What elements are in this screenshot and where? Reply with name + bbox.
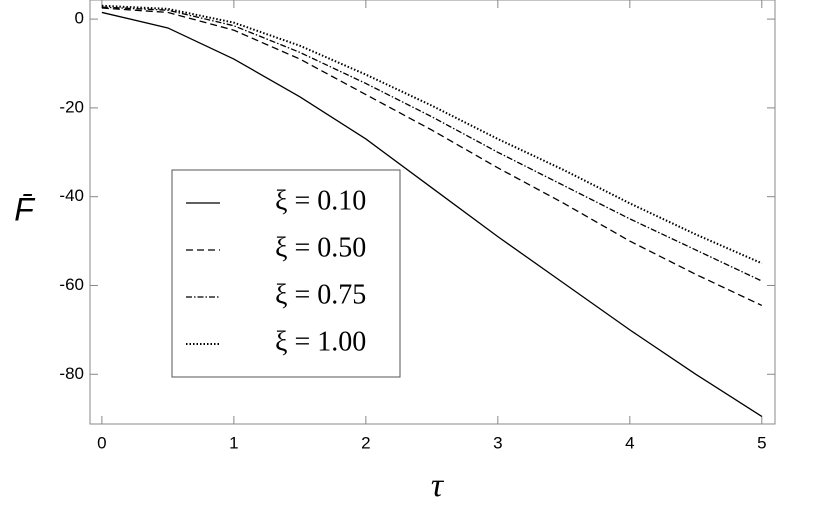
- x-axis-label: τ: [431, 467, 445, 504]
- legend-label: ξ = 1.00: [275, 326, 366, 357]
- x-tick-label: 5: [757, 433, 766, 452]
- legend-box: [171, 169, 401, 378]
- x-tick-label: 4: [625, 433, 634, 452]
- x-tick-label: 0: [97, 433, 106, 452]
- y-tick-label: -40: [59, 186, 84, 205]
- series-line: [101, 7, 763, 307]
- legend-label: ξ = 0.75: [275, 279, 366, 310]
- series-line: [101, 6, 763, 282]
- plot-frame: [89, 0, 776, 425]
- x-tick-label: 2: [361, 433, 370, 452]
- y-tick-label: -60: [59, 275, 84, 294]
- y-tick-label: -80: [59, 364, 84, 383]
- y-tick-label: 0: [75, 9, 84, 28]
- legend-label: ξ = 0.50: [275, 232, 366, 263]
- series-line: [101, 11, 763, 417]
- x-tick-label: 3: [493, 433, 502, 452]
- x-tick-label: 1: [229, 433, 238, 452]
- y-tick-label: -20: [59, 97, 84, 116]
- y-axis-label: F̄: [14, 191, 36, 227]
- legend-label: ξ = 0.10: [275, 185, 366, 216]
